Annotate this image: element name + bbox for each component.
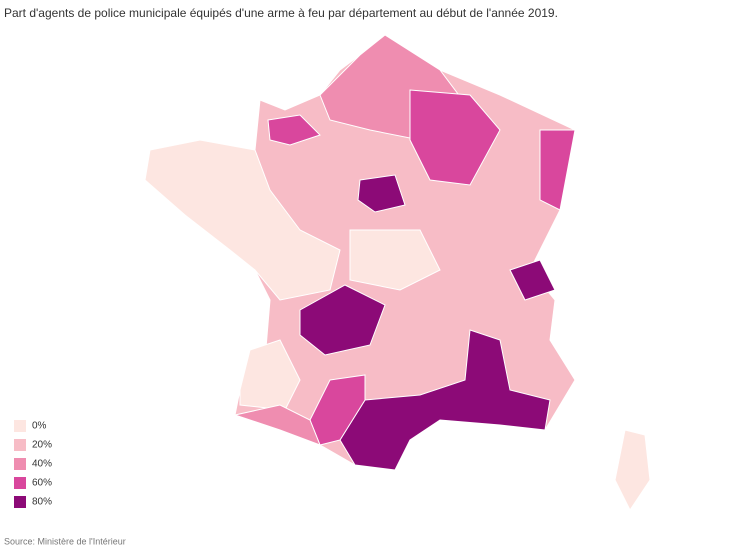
legend-swatch: [14, 458, 26, 470]
region-alsace: [539, 129, 576, 211]
legend-label: 20%: [32, 440, 52, 451]
region-southeast: [339, 329, 551, 471]
region-pyrenees: [233, 404, 321, 446]
corsica: [614, 429, 651, 511]
legend-label: 0%: [32, 421, 47, 432]
region-alps: [509, 259, 556, 301]
legend-swatch: [14, 496, 26, 508]
legend-swatch: [14, 439, 26, 451]
legend-swatch: [14, 477, 26, 489]
region-west: [144, 139, 341, 301]
legend-swatch: [14, 420, 26, 432]
legend-label: 40%: [32, 459, 52, 470]
region-northeast: [409, 89, 501, 186]
region-center: [349, 229, 441, 291]
source: Source: Ministère de l'Intérieur: [4, 536, 126, 546]
legend-label: 60%: [32, 478, 52, 489]
legend: 0% 20% 40% 60% 80%: [14, 420, 52, 508]
region-paris: [357, 174, 406, 213]
title: Part d'agents de police municipale équip…: [4, 6, 558, 20]
legend-label: 80%: [32, 497, 52, 508]
region-normandy: [267, 114, 321, 146]
france-map: [144, 34, 651, 511]
region-massif: [299, 284, 386, 356]
